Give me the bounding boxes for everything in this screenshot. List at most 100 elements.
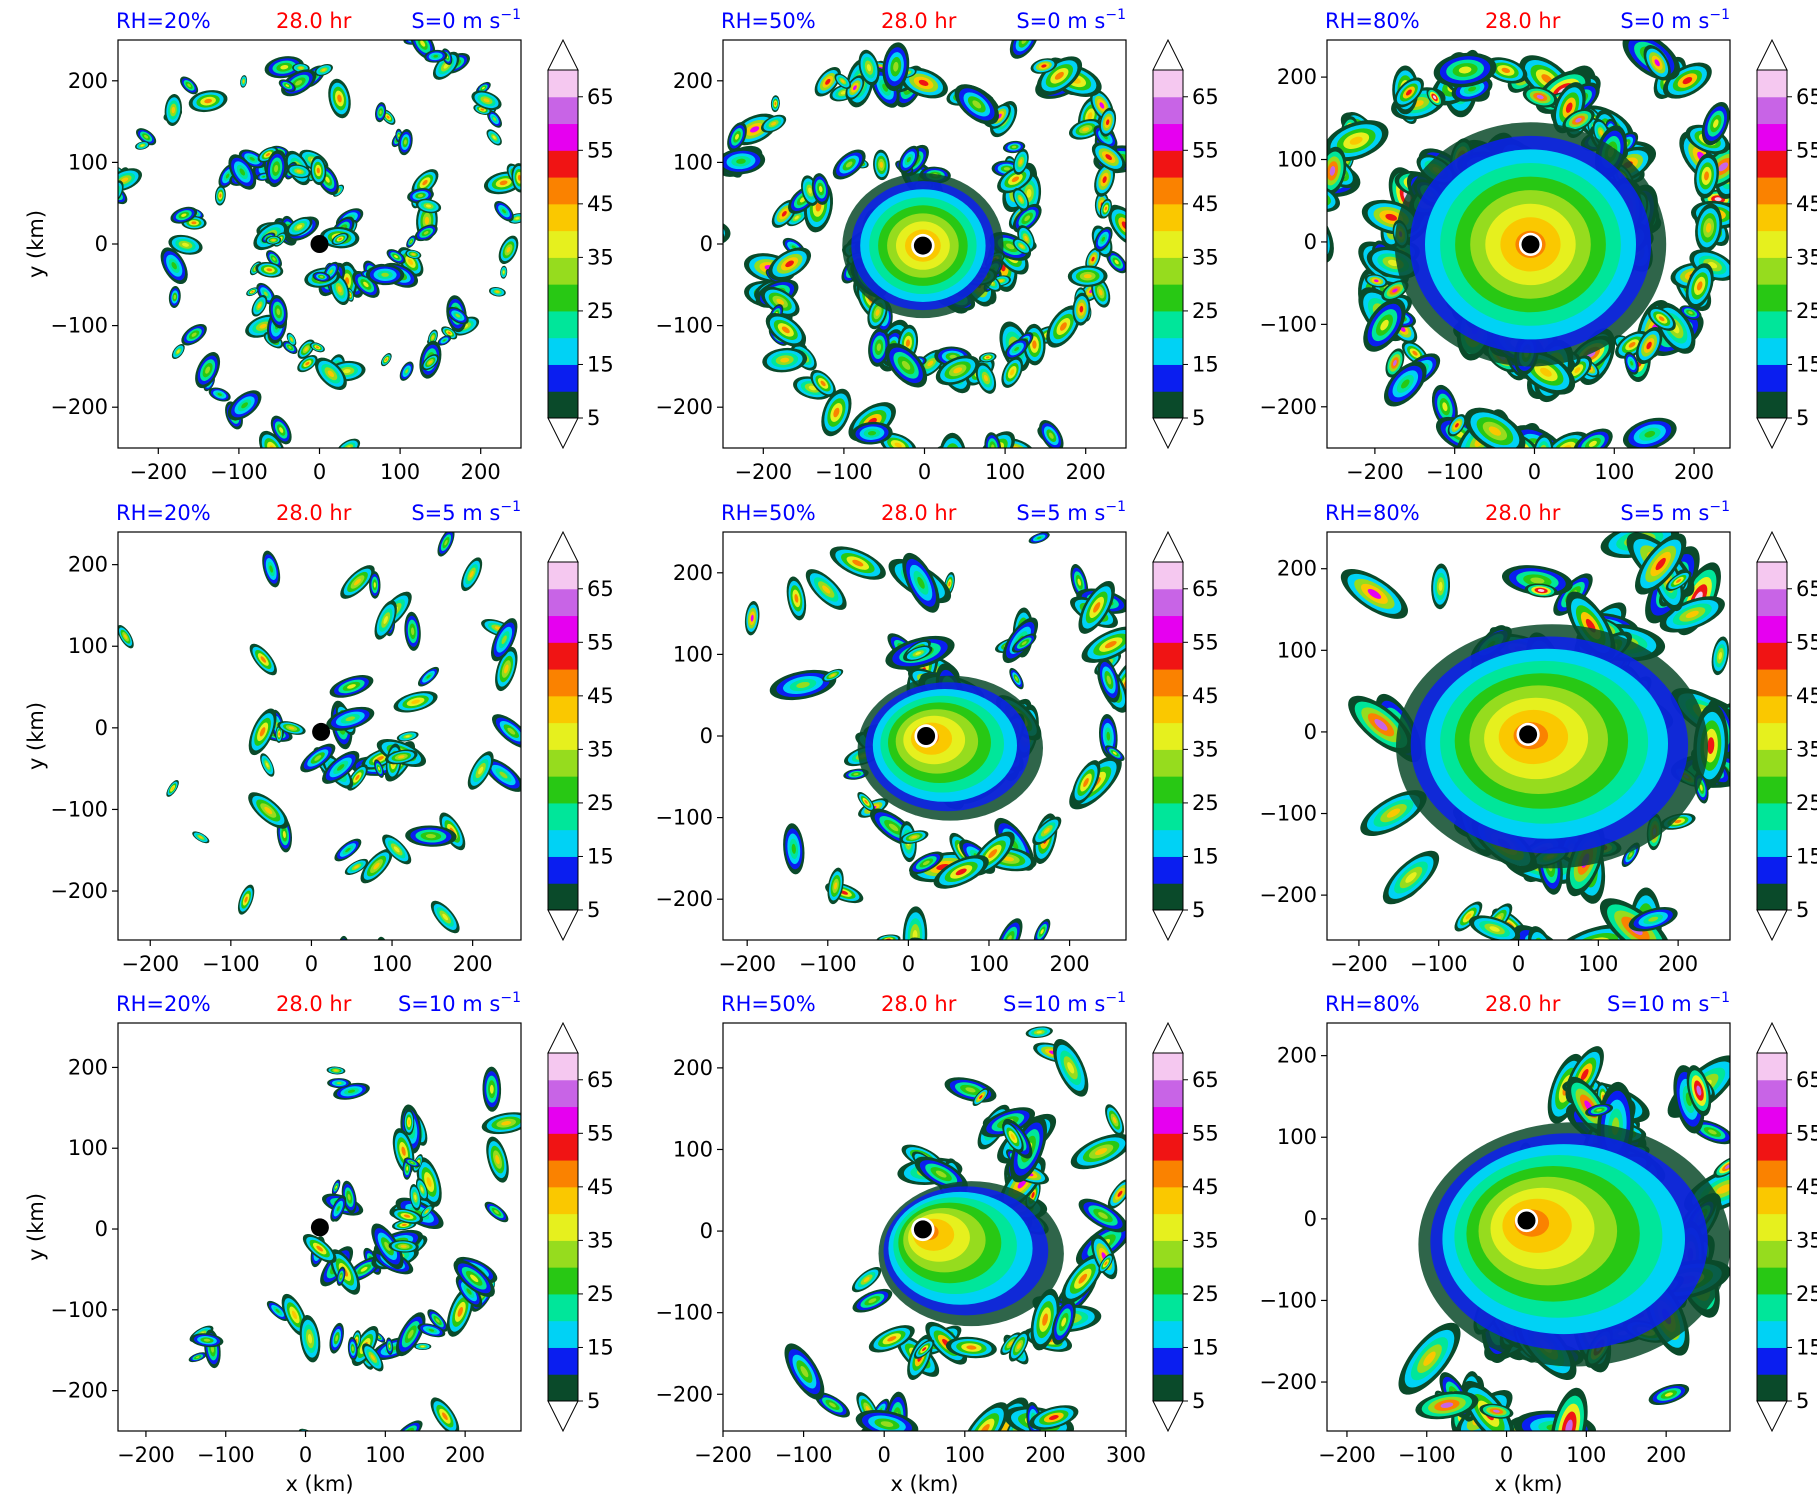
time-label: 28.0 hr xyxy=(881,501,957,525)
echo-cell xyxy=(191,332,197,337)
echo-cell xyxy=(894,453,904,469)
colorbar-band xyxy=(1153,123,1183,151)
colorbar-tick-label: 35 xyxy=(587,245,614,269)
colorbar-tick-label: 45 xyxy=(1192,684,1219,708)
x-tick-label: 0 xyxy=(305,952,318,976)
echo-cell xyxy=(833,407,840,418)
echo-cell xyxy=(341,944,346,955)
echo-cell xyxy=(1309,703,1320,722)
colorbar-band xyxy=(548,337,578,365)
echo-cell xyxy=(101,212,113,225)
colorbar-tick-label: 25 xyxy=(1796,299,1817,323)
colorbar-tick-label: 15 xyxy=(587,844,614,868)
y-axis-label: y (km) xyxy=(24,210,48,278)
echo-cell xyxy=(199,836,203,839)
colorbar-tick-label: 25 xyxy=(587,299,614,323)
echo-cell xyxy=(433,54,438,58)
echo-cell xyxy=(1387,259,1399,267)
echo-cell xyxy=(985,356,990,359)
echo-cell xyxy=(791,843,796,854)
echo-cell xyxy=(1412,350,1418,356)
y-tick-label: 0 xyxy=(700,232,713,256)
colorbar-tick-label: 35 xyxy=(1796,245,1817,269)
echo-cell xyxy=(1455,423,1459,428)
echo-cell xyxy=(345,716,356,722)
y-tick-label: 100 xyxy=(1277,148,1317,172)
echo-cell xyxy=(121,177,129,183)
echo-cell xyxy=(1599,129,1603,136)
colorbar-band xyxy=(1153,230,1183,258)
echo-cell xyxy=(1685,610,1699,618)
echo-cell xyxy=(820,380,826,387)
echo-cell xyxy=(385,358,388,361)
colorbar-tick-label: 5 xyxy=(1796,406,1809,430)
echo-cell xyxy=(363,281,369,288)
colorbar-band xyxy=(1757,337,1787,365)
colorbar-band xyxy=(548,749,578,777)
echo-cell xyxy=(507,727,516,735)
echo-cell xyxy=(710,183,718,191)
echo-cell xyxy=(780,357,790,363)
echo-cell xyxy=(972,100,982,109)
echo-cell xyxy=(983,374,988,382)
echo-cell xyxy=(852,559,864,567)
echo-cell xyxy=(276,308,281,316)
echo-cell xyxy=(515,217,519,220)
colorbar-band xyxy=(1153,695,1183,724)
echo-cell xyxy=(736,158,746,164)
y-tick-label: −200 xyxy=(50,879,108,903)
y-tick-label: 100 xyxy=(68,150,108,174)
colorbar-band xyxy=(1153,150,1183,178)
colorbar-tick-label: 5 xyxy=(587,406,600,430)
echo-cell xyxy=(1015,676,1018,681)
colorbar-tick-label: 35 xyxy=(1192,737,1219,761)
rh-label: RH=50% xyxy=(721,501,816,525)
echo-cell xyxy=(337,94,342,103)
echo-cell xyxy=(1301,205,1323,224)
echo-cell xyxy=(1654,59,1660,67)
echo-cell xyxy=(411,253,415,256)
echo-cell xyxy=(265,153,270,157)
echo-cell xyxy=(876,343,882,352)
echo-cell xyxy=(785,260,794,268)
echo-cell xyxy=(1082,127,1090,132)
colorbar-tick-label: 55 xyxy=(587,630,614,654)
storm-center-marker xyxy=(310,235,329,253)
echo-cell xyxy=(808,187,812,194)
echo-cell xyxy=(1011,145,1017,149)
colorbar-band xyxy=(1153,883,1183,911)
echo-cell xyxy=(343,369,351,374)
colorbar-band xyxy=(548,96,578,125)
echo-cell xyxy=(1646,341,1652,350)
echo-cell xyxy=(1401,379,1410,389)
echo-cell xyxy=(410,627,415,636)
echo-cell xyxy=(1530,577,1545,584)
echo-cell xyxy=(1037,536,1042,540)
echo-cell xyxy=(1543,452,1560,471)
echo-cell xyxy=(1024,235,1028,242)
echo-cell xyxy=(1488,426,1502,436)
echo-cell xyxy=(808,385,817,391)
echo-cell xyxy=(333,460,343,466)
colorbar-extend-high xyxy=(1756,38,1788,71)
echo-cell xyxy=(249,157,255,161)
echo-cell xyxy=(890,446,907,448)
storm-center-marker xyxy=(1521,235,1540,254)
echo-cell xyxy=(338,237,342,241)
echo-cell xyxy=(891,449,906,473)
echo-cell xyxy=(906,156,911,163)
x-tick-label: −100 xyxy=(799,952,857,976)
y-tick-label: −100 xyxy=(50,797,108,821)
echo-cell xyxy=(1313,175,1316,180)
x-tick-label: 200 xyxy=(1066,460,1106,484)
echo-cell xyxy=(1349,136,1363,145)
time-label: 28.0 hr xyxy=(276,9,352,33)
echo-cell xyxy=(918,79,929,86)
x-tick-label: −100 xyxy=(202,952,260,976)
reflectivity-field xyxy=(1309,532,1730,940)
colorbar-band xyxy=(1757,310,1787,339)
echo-cell xyxy=(796,681,810,689)
colorbar-band xyxy=(1757,203,1787,232)
echo-cell xyxy=(1014,346,1019,352)
